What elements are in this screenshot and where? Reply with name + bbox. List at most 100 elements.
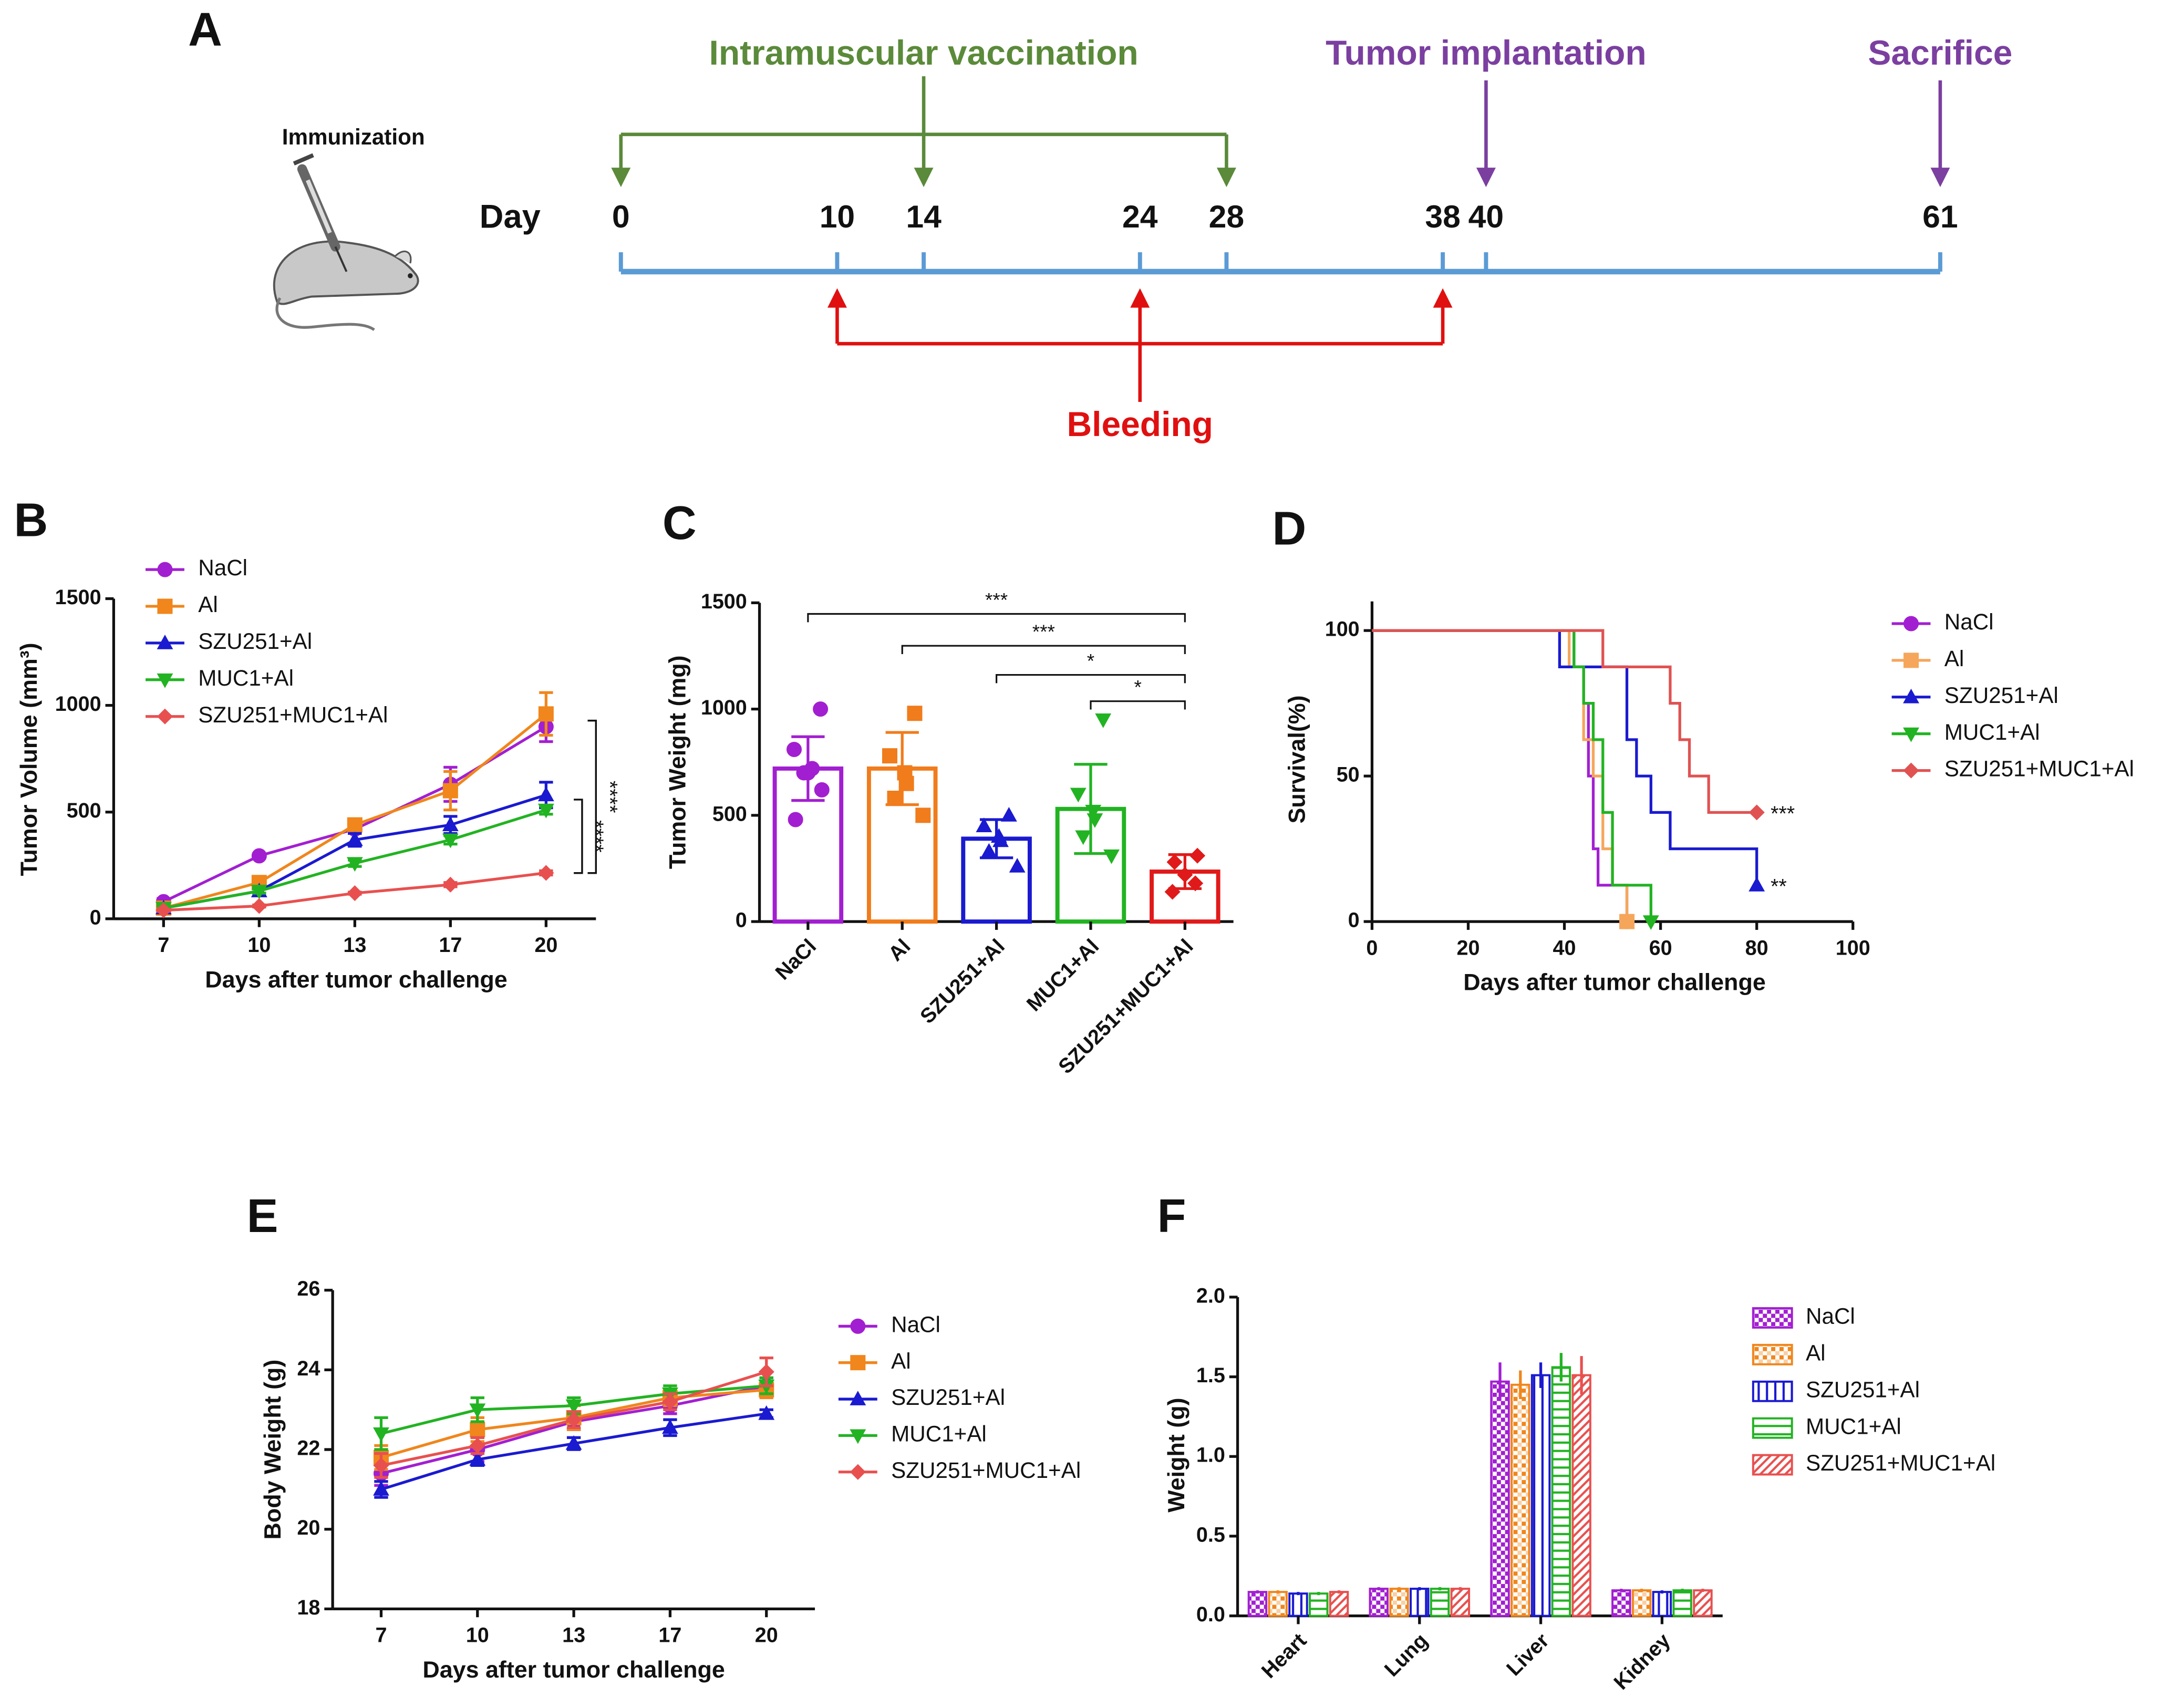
bar [1430,1588,1450,1617]
y-axis-title: Tumor Weight (mg) [664,655,690,869]
day-label: 0 [612,199,630,234]
bar [1693,1589,1713,1617]
bar [1551,1366,1571,1617]
survival-curve [1372,629,1757,814]
marker [442,833,459,848]
marker [850,1429,866,1444]
marker [992,832,1009,847]
x-tick-label: 7 [375,1624,387,1647]
legend-swatch [1752,1454,1793,1476]
legend-swatch [1752,1307,1793,1329]
x-tick-label: 13 [562,1624,585,1647]
marker [470,1422,485,1437]
legend-label: NaCl [1944,609,1994,634]
marker [1749,876,1765,892]
x-axis-title: Days after tumor challenge [422,1656,725,1683]
marker [1903,727,1919,742]
event-label: Bleeding [1067,405,1213,443]
x-tick-label: 20 [755,1624,778,1647]
marker [661,1419,678,1434]
marker [1903,616,1919,632]
marker [442,783,458,799]
y-tick-label: 1000 [701,696,747,719]
marker [813,701,829,717]
legend-label: MUC1+Al [891,1422,987,1446]
legend-label: SZU251+Al [198,629,312,654]
panel-letter: A [188,4,222,56]
significance-label: *** [985,589,1008,611]
day-label: 38 [1425,199,1460,234]
significance-bracket [1090,700,1186,710]
significance-label: * [1134,677,1141,698]
x-tick-label: Kidney [1609,1629,1674,1694]
marker [565,1435,582,1450]
bar [1672,1589,1692,1617]
marker [1009,858,1026,873]
arrow [611,134,631,188]
y-tick-label: 0.0 [1196,1603,1225,1626]
y-tick-label: 0 [90,906,101,929]
marker [1903,762,1919,779]
x-tick-label: Liver [1502,1629,1554,1680]
marker [887,790,903,806]
arrow-head [1930,168,1950,188]
y-axis-title: Weight (g) [1163,1398,1189,1512]
marker [346,831,363,846]
marker [1085,804,1102,820]
legend-label: Al [891,1349,911,1373]
event-label: Intramuscular vaccination [709,33,1139,72]
x-tick-label: 20 [534,934,557,957]
marker [1166,854,1183,870]
arrow-head [611,168,631,188]
bar [1389,1588,1409,1617]
day-label: 40 [1468,199,1504,234]
y-axis-title: Survival(%) [1283,695,1310,823]
y-tick-label: 100 [1325,618,1360,641]
legend-label: SZU251+Al [1944,683,2058,708]
x-tick-label: 10 [466,1624,489,1647]
bar [1268,1591,1288,1617]
day-label: 14 [906,199,942,234]
y-tick-label: 1500 [55,586,101,609]
marker [469,1403,486,1419]
marker [157,673,173,688]
x-tick-label: 100 [1836,936,1870,959]
marker [976,817,992,832]
y-tick-label: 22 [297,1437,320,1460]
arrow-head [1216,168,1236,188]
day-label: 10 [820,199,855,234]
arrow [914,134,934,188]
marker [1103,849,1120,864]
marker [1187,875,1204,892]
legend-label: NaCl [198,555,247,580]
day-axis-label: Day [480,198,541,235]
arrow [1930,80,1950,188]
y-axis-title: Tumor Volume (mm³) [15,643,42,876]
arrow [1476,80,1496,188]
arrow [1216,134,1236,188]
panel-letter: C [663,497,697,550]
x-tick-label: Al [884,935,915,966]
y-tick-label: 500 [67,799,101,822]
arrow [1433,288,1453,344]
marker [251,848,267,864]
event-label: Tumor implantation [1326,33,1647,72]
significance-label: ** [1771,875,1787,898]
y-tick-label: 500 [712,802,747,825]
survival-curve [1372,629,1652,922]
marker [1000,806,1017,822]
x-tick-label: 80 [1745,936,1768,959]
marker [156,902,172,918]
significance-label: **** [584,820,607,853]
bar [1329,1591,1349,1617]
arrow-head [1130,288,1150,308]
marker [1164,884,1181,900]
legend-label: SZU251+MUC1+Al [198,702,388,727]
marker [566,1412,582,1428]
x-axis-title: Days after tumor challenge [205,966,507,992]
marker [251,885,267,899]
marker [662,1394,678,1410]
significance-label: *** [1032,621,1055,643]
icon-label: Immunization [282,125,425,149]
x-tick-label: 20 [1456,936,1480,959]
